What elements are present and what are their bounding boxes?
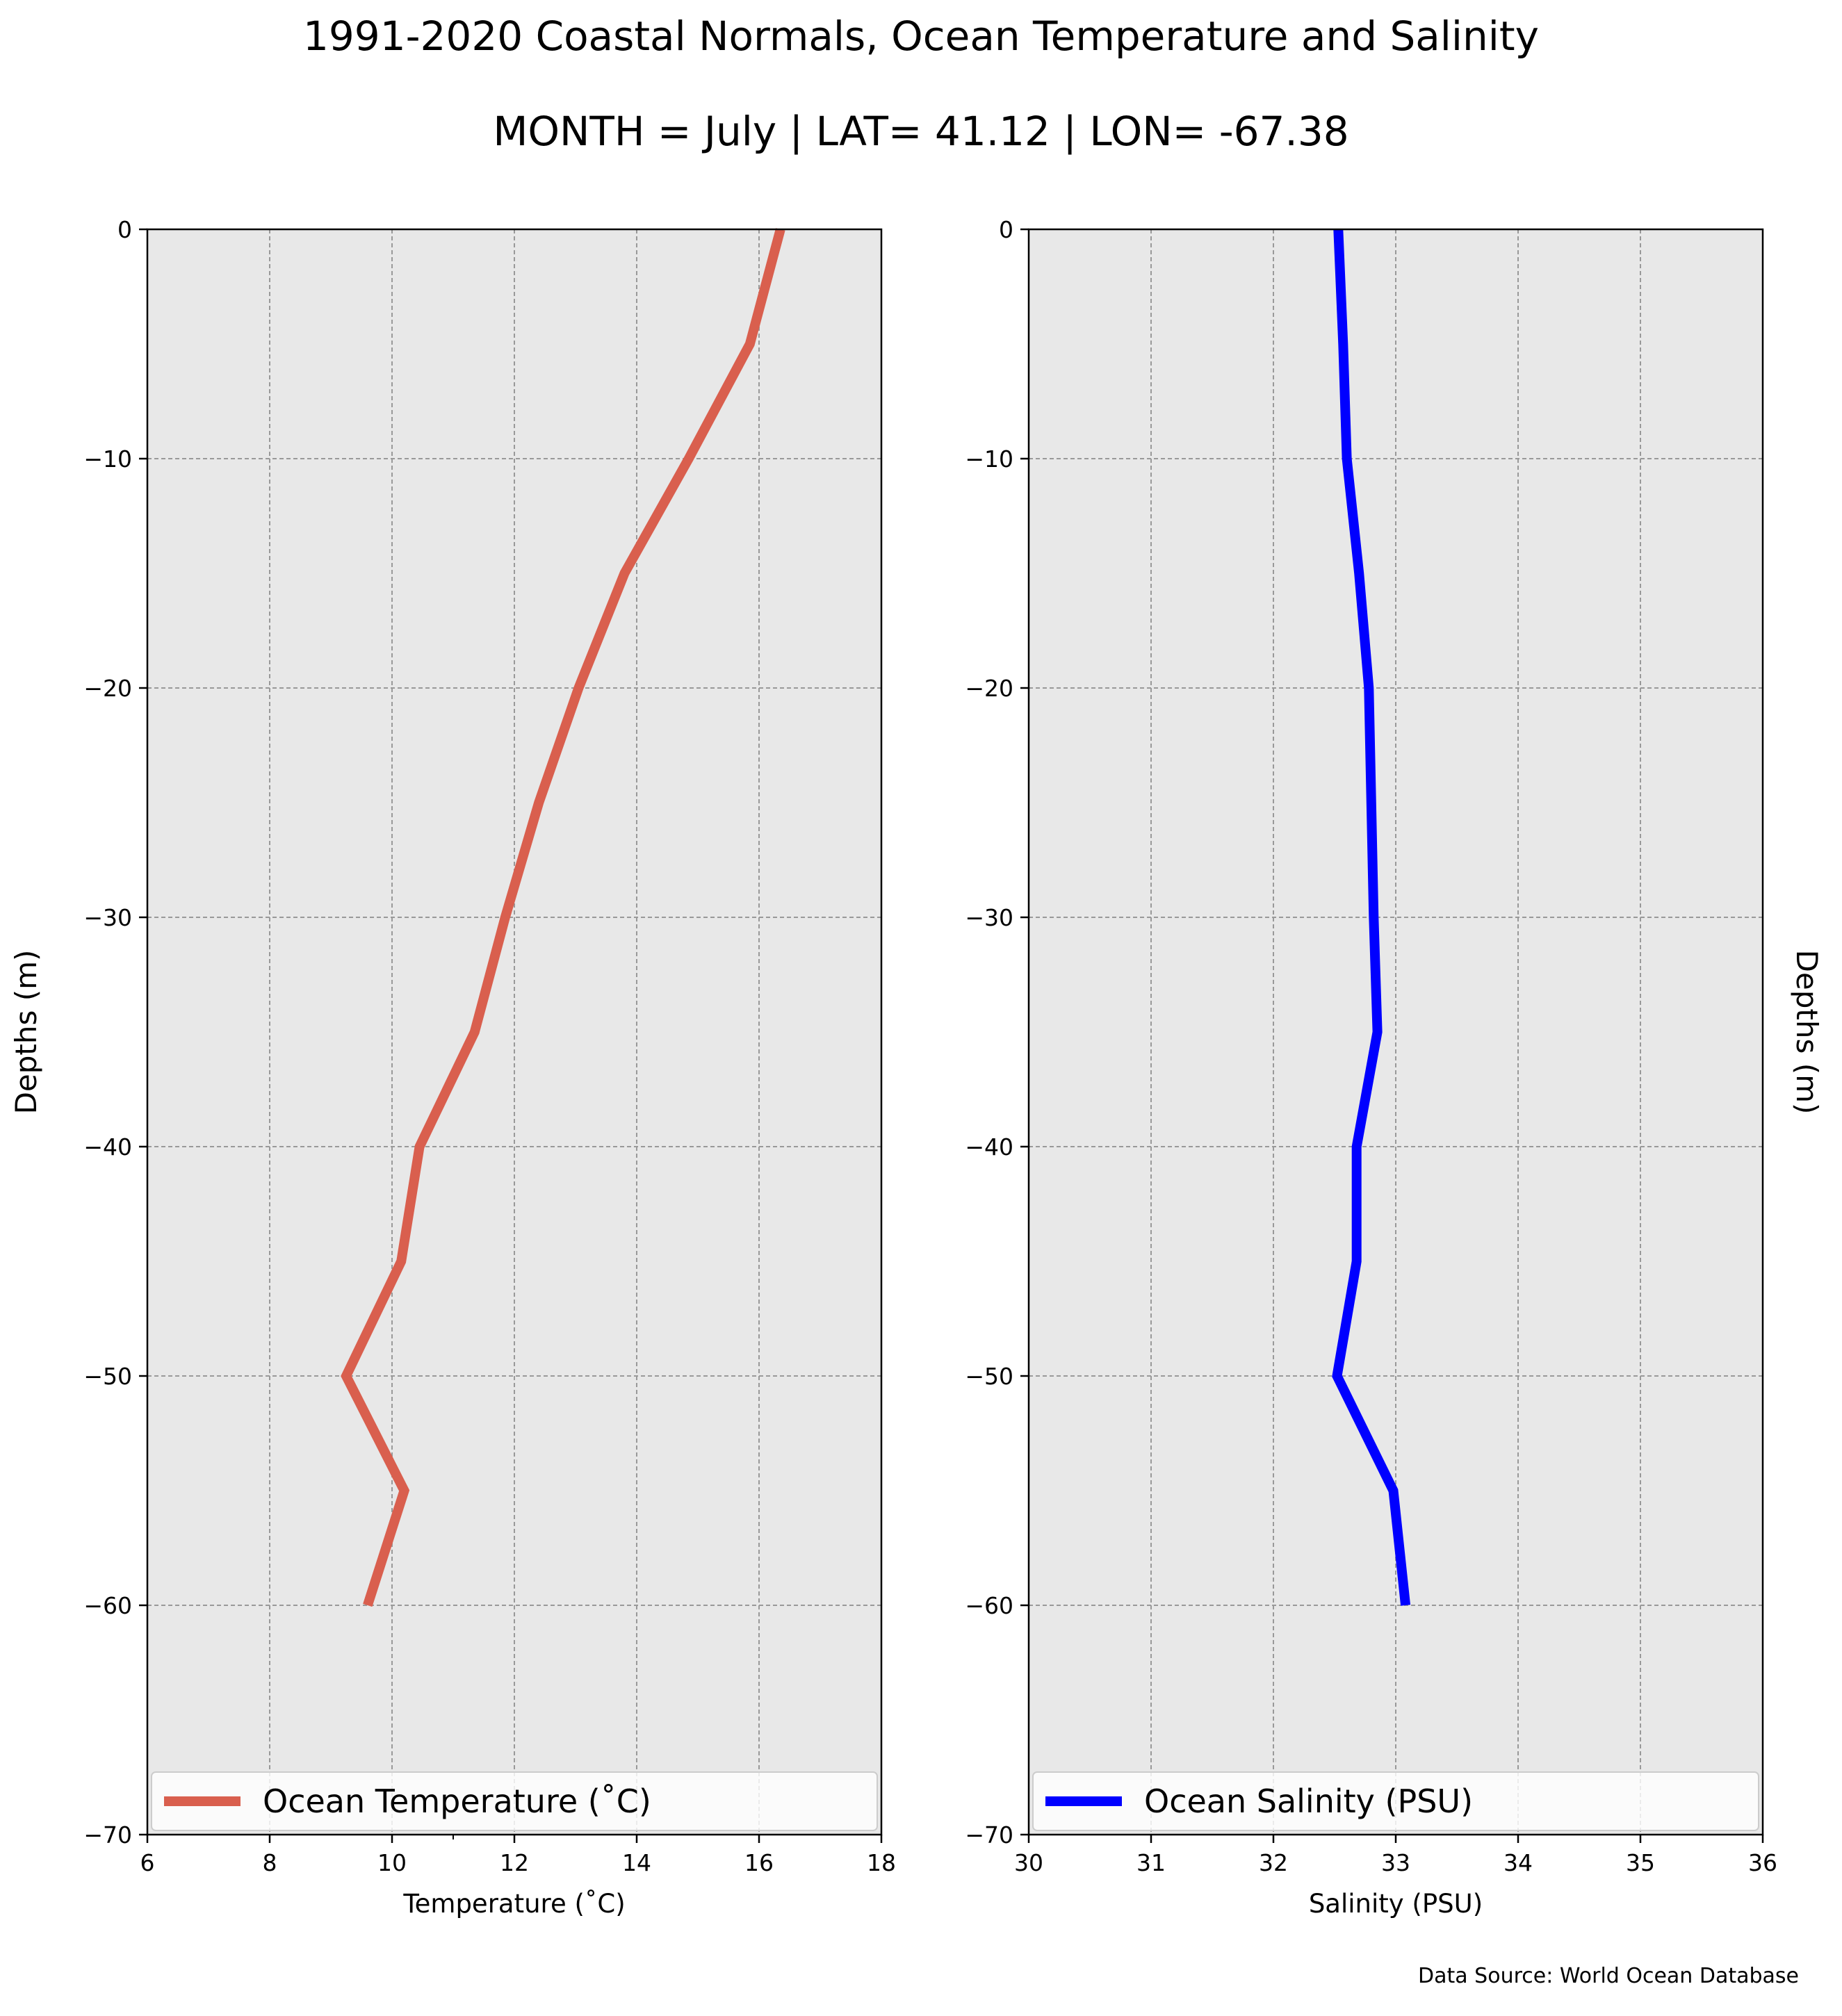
salinity-x-axis-label: Salinity (PSU) [1309, 1889, 1483, 1919]
temperature-x-axis-label: Temperature (˚C) [402, 1889, 625, 1919]
salinity-x-tick-label: 32 [1259, 1849, 1288, 1876]
temperature-x-tick-label: 18 [867, 1849, 896, 1876]
salinity-y-tick-label: −40 [965, 1133, 1013, 1161]
salinity-x-tick-label: 33 [1381, 1849, 1410, 1876]
temperature-x-tick-label: 12 [500, 1849, 529, 1876]
temperature-panel: 6 8 10 12 14 16 18 0 −10 −20 −30 −40 −50 −60 −70 Temper… [9, 216, 896, 1919]
temperature-x-tick-label: 8 [263, 1849, 277, 1876]
salinity-panel: 30 31 32 33 34 35 36 0 −10 −20 −30 −40 −50 −60 −70 Sali… [965, 216, 1824, 1919]
salinity-x-tick-label: 31 [1136, 1849, 1166, 1876]
chart-subtitle: MONTH = July | LAT= 41.12 | LON= -67.38 [493, 108, 1349, 155]
salinity-y-tick-label: −70 [965, 1821, 1013, 1849]
temperature-y-tick-label: −20 [83, 675, 132, 702]
salinity-y-tick-label: −10 [965, 445, 1013, 473]
temperature-y-tick-label: −30 [83, 904, 132, 931]
salinity-x-tick-label: 34 [1503, 1849, 1533, 1876]
salinity-y-tick-label: −20 [965, 675, 1013, 702]
temperature-x-tick-label: 6 [140, 1849, 155, 1876]
salinity-x-tick-label: 36 [1748, 1849, 1777, 1876]
salinity-legend-box [1032, 1771, 1759, 1831]
temperature-x-tick-label: 16 [744, 1849, 774, 1876]
temperature-y-axis-label: Depths (m) [9, 950, 43, 1115]
salinity-y-tick-label: −50 [965, 1363, 1013, 1390]
chart-title: 1991-2020 Coastal Normals, Ocean Tempera… [303, 13, 1539, 60]
salinity-x-tick-label: 35 [1626, 1849, 1655, 1876]
temperature-y-tick-label: −50 [83, 1363, 132, 1390]
temperature-y-tick-label: −40 [83, 1133, 132, 1161]
temperature-legend-label: Ocean Temperature (˚C) [263, 1783, 651, 1820]
salinity-y-axis-label: Depths (m) [1790, 950, 1824, 1115]
temperature-y-tick-label: 0 [117, 216, 132, 243]
salinity-x-tick-label: 30 [1014, 1849, 1043, 1876]
temperature-y-tick-label: −70 [83, 1821, 132, 1849]
temperature-y-tick-label: −60 [83, 1592, 132, 1619]
temperature-legend-box [151, 1771, 878, 1831]
salinity-y-tick-label: −60 [965, 1592, 1013, 1619]
salinity-legend-label: Ocean Salinity (PSU) [1144, 1783, 1473, 1820]
data-source-note: Data Source: World Ocean Database [1418, 1964, 1799, 1988]
salinity-y-tick-label: −30 [965, 904, 1013, 931]
temperature-y-tick-label: −10 [83, 445, 132, 473]
temperature-x-tick-label: 14 [622, 1849, 651, 1876]
salinity-y-tick-label: 0 [999, 216, 1013, 243]
temperature-x-tick-label: 10 [377, 1849, 407, 1876]
